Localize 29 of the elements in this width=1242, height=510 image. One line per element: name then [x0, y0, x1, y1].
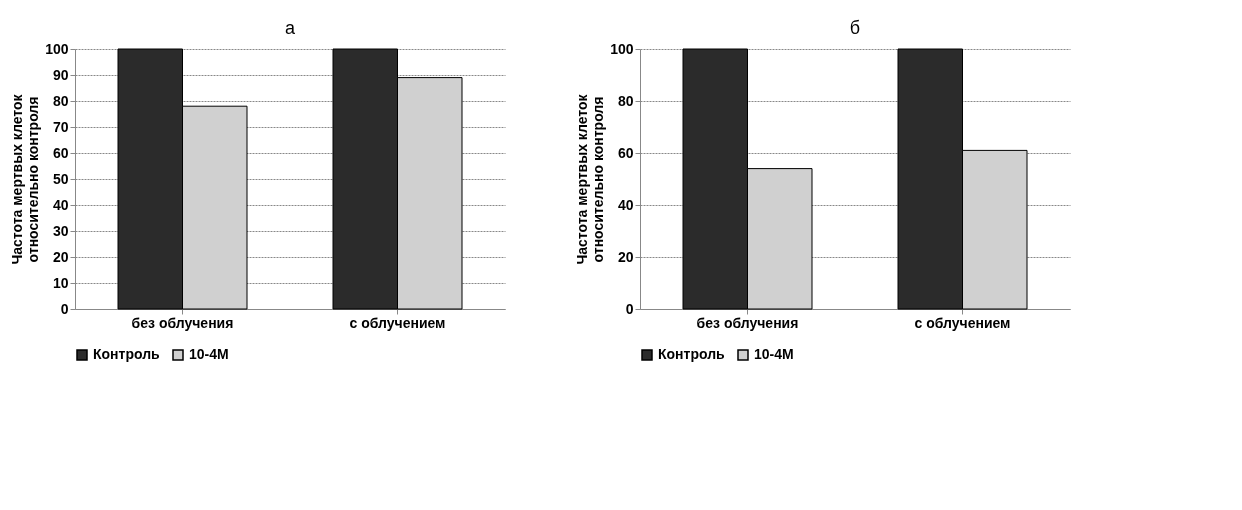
y-tick-label: 0 [625, 300, 634, 317]
y-tick-label: 40 [52, 196, 69, 213]
legend-label: Контроль [93, 346, 161, 362]
y-tick-label: 10 [52, 274, 69, 291]
chart-title: а [284, 18, 296, 38]
x-tick-label: с облучением [349, 314, 446, 331]
x-tick-label: без облучения [131, 314, 234, 331]
y-tick-label: 60 [617, 144, 634, 161]
y-axis-title: Частота мертвых клеток относительно контроля [574, 93, 607, 265]
x-tick-label: без облучения [696, 314, 799, 331]
y-tick-label: 20 [617, 248, 634, 265]
y-tick-label: 40 [617, 196, 634, 213]
y-tick-label: 20 [52, 248, 69, 265]
chart-title: б [849, 18, 861, 38]
y-tick-label: 100 [45, 40, 69, 57]
y-tick-label: 30 [52, 222, 69, 239]
y-tick-label: 80 [617, 92, 634, 109]
y-tick-label: 90 [52, 66, 69, 83]
legend-label: 10-4M [754, 346, 794, 362]
y-tick-label: 0 [60, 300, 69, 317]
y-tick-label: 100 [610, 40, 634, 57]
legend-label: Контроль [658, 346, 726, 362]
x-tick-label: с облучением [914, 314, 1011, 331]
y-tick-label: 60 [52, 144, 69, 161]
y-tick-label: 80 [52, 92, 69, 109]
y-axis-title: Частота мертвых клеток относительно контроля [9, 93, 42, 265]
y-tick-label: 50 [52, 170, 69, 187]
legend-label: 10-4M [189, 346, 229, 362]
y-tick-label: 70 [52, 118, 69, 135]
